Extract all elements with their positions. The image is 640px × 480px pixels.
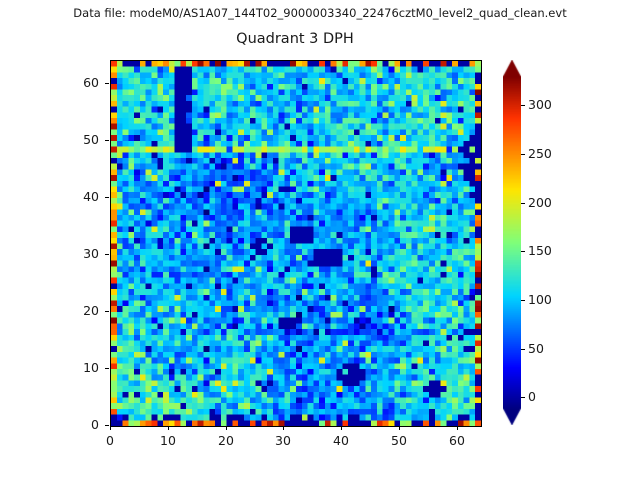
colorbar-tick-mark	[521, 203, 525, 204]
y-tick-label: 20	[83, 303, 99, 318]
colorbar-tick-label: 250	[528, 146, 552, 161]
y-tick-mark	[105, 311, 109, 312]
data-file-label: Data file: modeM0/AS1A07_144T02_90000033…	[73, 6, 567, 20]
x-tick-mark	[226, 426, 227, 430]
colorbar-tick-label: 150	[528, 243, 552, 258]
y-tick-label: 50	[83, 132, 99, 147]
colorbar-tick-label: 0	[528, 389, 536, 404]
x-tick-mark	[399, 426, 400, 430]
colorbar-tick-label: 50	[528, 341, 544, 356]
y-tick-label: 40	[83, 189, 99, 204]
x-tick-mark	[457, 426, 458, 430]
x-tick-mark	[110, 426, 111, 430]
x-tick-label: 30	[275, 433, 291, 448]
x-tick-label: 50	[391, 433, 407, 448]
y-tick-mark	[105, 254, 109, 255]
colorbar-tick-mark	[521, 349, 525, 350]
colorbar-gradient	[503, 60, 521, 425]
colorbar-tick-mark	[521, 105, 525, 106]
x-tick-label: 20	[218, 433, 234, 448]
colorbar-tick-mark	[521, 154, 525, 155]
y-tick-label: 0	[91, 417, 99, 432]
page-title: Quadrant 3 DPH	[236, 31, 354, 47]
y-tick-mark	[105, 140, 109, 141]
colorbar[interactable]	[503, 60, 521, 425]
colorbar-tick-label: 300	[528, 97, 552, 112]
x-tick-mark	[168, 426, 169, 430]
y-tick-mark	[105, 425, 109, 426]
x-tick-label: 40	[333, 433, 349, 448]
x-tick-label: 60	[449, 433, 465, 448]
y-tick-label: 60	[83, 75, 99, 90]
colorbar-tick-label: 200	[528, 195, 552, 210]
y-tick-mark	[105, 197, 109, 198]
y-tick-mark	[105, 368, 109, 369]
x-tick-label: 10	[160, 433, 176, 448]
x-tick-mark	[283, 426, 284, 430]
y-tick-mark	[105, 83, 109, 84]
y-tick-label: 10	[83, 360, 99, 375]
colorbar-tick-mark	[521, 397, 525, 398]
colorbar-tick-mark	[521, 300, 525, 301]
x-tick-mark	[341, 426, 342, 430]
colorbar-tick-label: 100	[528, 292, 552, 307]
y-tick-label: 30	[83, 246, 99, 261]
heatmap-image[interactable]	[111, 61, 481, 426]
x-tick-label: 0	[106, 433, 114, 448]
heatmap-plot-area[interactable]	[110, 60, 482, 427]
colorbar-tick-mark	[521, 251, 525, 252]
